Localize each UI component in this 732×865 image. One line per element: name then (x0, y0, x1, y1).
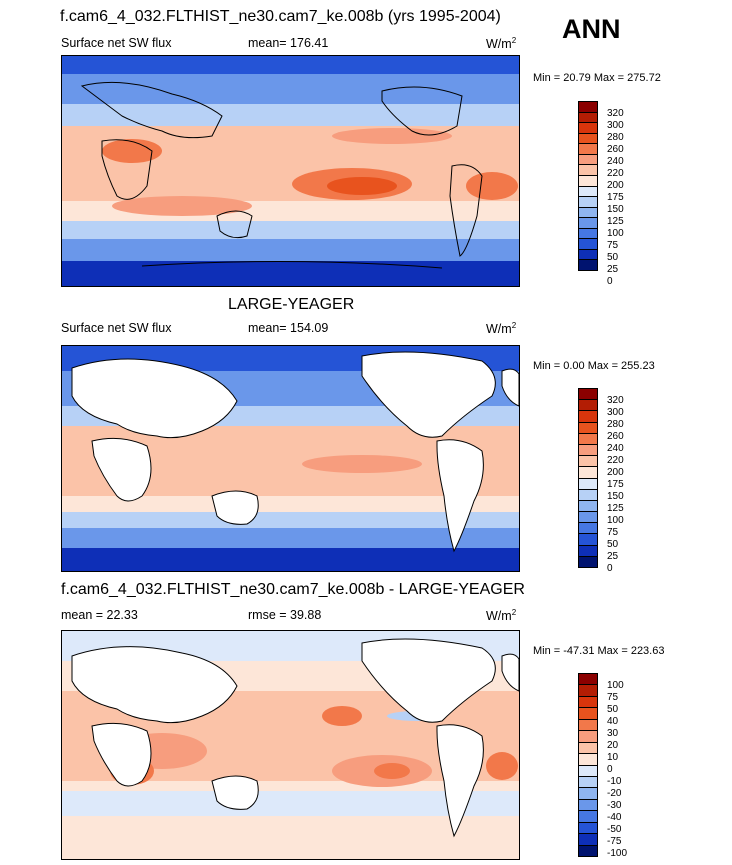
panel3-rmse: rmse = 39.88 (248, 608, 322, 622)
panel2-tick: 260 (607, 431, 624, 442)
panel3-tick: -50 (607, 824, 622, 835)
panel2-tick: 220 (607, 455, 624, 466)
panel3-tick: 0 (607, 764, 613, 775)
panel2-title: LARGE-YEAGER (228, 296, 355, 313)
panel2-tick: 75 (607, 527, 619, 538)
panel2-tick: 150 (607, 491, 624, 502)
panel3-tick: -30 (607, 800, 622, 811)
panel3-title: f.cam6_4_032.FLTHIST_ne30.cam7_ke.008b -… (61, 581, 525, 598)
panel1-tick: 100 (607, 228, 624, 239)
panel3-tick: 10 (607, 752, 619, 763)
panel2-tick: 300 (607, 407, 624, 418)
panel1-colorbar (578, 101, 598, 271)
panel3-tick: -75 (607, 836, 622, 847)
panel2-tick: 0 (607, 563, 613, 574)
panel2-tick: 240 (607, 443, 624, 454)
panel3-units: W/m2 (486, 608, 517, 624)
panel1-tick: 240 (607, 156, 624, 167)
panel2-colorbar-labels: 320 300 280 260 240 220 200 175 150 125 100 75 50 25 0 (607, 395, 624, 575)
panel3-tick: -40 (607, 812, 622, 823)
panel1-tick: 260 (607, 144, 624, 155)
panel2-tick: 200 (607, 467, 624, 478)
panel1-tick: 25 (607, 264, 619, 275)
panel2-tick: 25 (607, 551, 619, 562)
panel3-colorbar (578, 673, 598, 857)
panel3-tick: 50 (607, 704, 619, 715)
panel1-tick: 0 (607, 276, 613, 287)
panel1-mean: mean= 176.41 (248, 36, 329, 50)
season-label: ANN (562, 14, 621, 44)
panel3-colorbar-labels: 100 75 50 40 30 20 10 0 -10 -20 -30 -40 -50 -75 -100 (607, 680, 627, 860)
panel1-map (61, 55, 520, 287)
panel1-tick: 175 (607, 192, 624, 203)
panel3-tick: 40 (607, 716, 619, 727)
panel3-map (61, 630, 520, 860)
panel2-colorbar (578, 388, 598, 568)
panel2-variable: Surface net SW flux (61, 321, 172, 335)
main-title: f.cam6_4_032.FLTHIST_ne30.cam7_ke.008b (… (60, 8, 501, 25)
panel2-tick: 125 (607, 503, 624, 514)
panel2-tick: 280 (607, 419, 624, 430)
panel2-tick: 175 (607, 479, 624, 490)
panel1-units: W/m2 (486, 36, 517, 52)
panel1-tick: 75 (607, 240, 619, 251)
panel1-tick: 300 (607, 120, 624, 131)
panel1-tick: 220 (607, 168, 624, 179)
panel3-minmax: Min = -47.31 Max = 223.63 (533, 645, 665, 657)
panel3-tick: 20 (607, 740, 619, 751)
panel3-tick: 30 (607, 728, 619, 739)
panel3-tick: -100 (607, 848, 628, 859)
panel3-tick: 75 (607, 692, 619, 703)
panel1-minmax: Min = 20.79 Max = 275.72 (533, 72, 661, 84)
panel1-tick: 320 (607, 108, 624, 119)
panel1-colorbar-labels: 320 300 280 260 240 220 200 175 150 125 100 75 50 25 0 (607, 108, 624, 288)
panel2-tick: 50 (607, 539, 619, 550)
panel1-tick: 125 (607, 216, 624, 227)
panel1-tick: 50 (607, 252, 619, 263)
panel1-tick: 280 (607, 132, 624, 143)
panel3-tick: -10 (607, 776, 622, 787)
panel2-map (61, 345, 520, 572)
panel2-tick: 320 (607, 395, 624, 406)
panel3-tick: 100 (607, 680, 624, 691)
panel3-tick: -20 (607, 788, 622, 799)
panel1-tick: 200 (607, 180, 624, 191)
panel1-variable: Surface net SW flux (61, 36, 172, 50)
panel2-units: W/m2 (486, 321, 517, 337)
panel2-tick: 100 (607, 515, 624, 526)
panel1-tick: 150 (607, 204, 624, 215)
panel2-minmax: Min = 0.00 Max = 255.23 (533, 360, 655, 372)
panel3-mean: mean = 22.33 (61, 608, 138, 622)
panel2-mean: mean= 154.09 (248, 321, 329, 335)
